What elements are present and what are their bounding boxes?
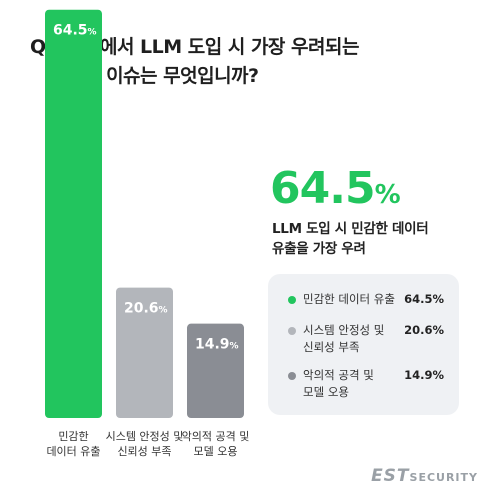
- question-text-1: 귀사에서 LLM 도입 시 가장 우려되는: [66, 36, 359, 58]
- legend-value: 20.6%: [404, 323, 444, 337]
- category-label: 모델 오용: [194, 445, 238, 458]
- legend-value: 14.9%: [404, 368, 444, 382]
- highlight-value: 64.5: [270, 163, 376, 214]
- bar: [187, 323, 244, 418]
- legend-label-line: 모델 오용: [303, 385, 349, 399]
- highlight-description: LLM 도입 시 민감한 데이터 유출을 가장 우려: [272, 219, 429, 259]
- legend-dot: [288, 327, 296, 335]
- brand-part-1: EST: [371, 466, 410, 486]
- highlight-desc-line-1: LLM 도입 시 민감한 데이터: [272, 221, 429, 237]
- category-label: 데이터 유출: [46, 445, 100, 458]
- legend-label-line: 악의적 공격 및: [303, 368, 374, 382]
- brand-logo: ESTSECURITY: [371, 466, 478, 486]
- category-label: 시스템 안정성 및: [106, 430, 184, 443]
- category-label: 민감한: [58, 430, 88, 443]
- legend-label-line: 시스템 안정성 및: [303, 323, 385, 337]
- legend-dot: [288, 296, 296, 304]
- category-label: 악의적 공격 및: [182, 430, 250, 443]
- legend-label: 민감한 데이터 유출: [303, 291, 395, 308]
- legend-label-line: 신뢰성 부족: [303, 340, 360, 354]
- highlight-desc-line-2: 유출을 가장 우려: [272, 241, 366, 257]
- question-line-2: 보안 이슈는 무엇입니까?: [30, 62, 470, 91]
- legend-value: 64.5%: [404, 292, 444, 306]
- highlight-stat: 64.5%: [270, 163, 401, 214]
- legend-label-line: 민감한 데이터 유출: [303, 292, 395, 306]
- legend-dot: [288, 372, 296, 380]
- highlight-unit: %: [374, 180, 401, 210]
- brand-part-2: SECURITY: [409, 471, 478, 484]
- bar: [45, 9, 102, 419]
- question-text-2: 보안 이슈는 무엇입니까?: [66, 65, 259, 87]
- bar-value-label: 64.5%: [53, 23, 97, 39]
- bar-value-label: 14.9%: [195, 337, 239, 353]
- bar-value-label: 20.6%: [124, 301, 168, 317]
- bar: [116, 287, 173, 418]
- category-label: 신뢰성 부족: [117, 445, 171, 458]
- question: Q. 귀사에서 LLM 도입 시 가장 우려되는 보안 이슈는 무엇입니까?: [30, 33, 470, 91]
